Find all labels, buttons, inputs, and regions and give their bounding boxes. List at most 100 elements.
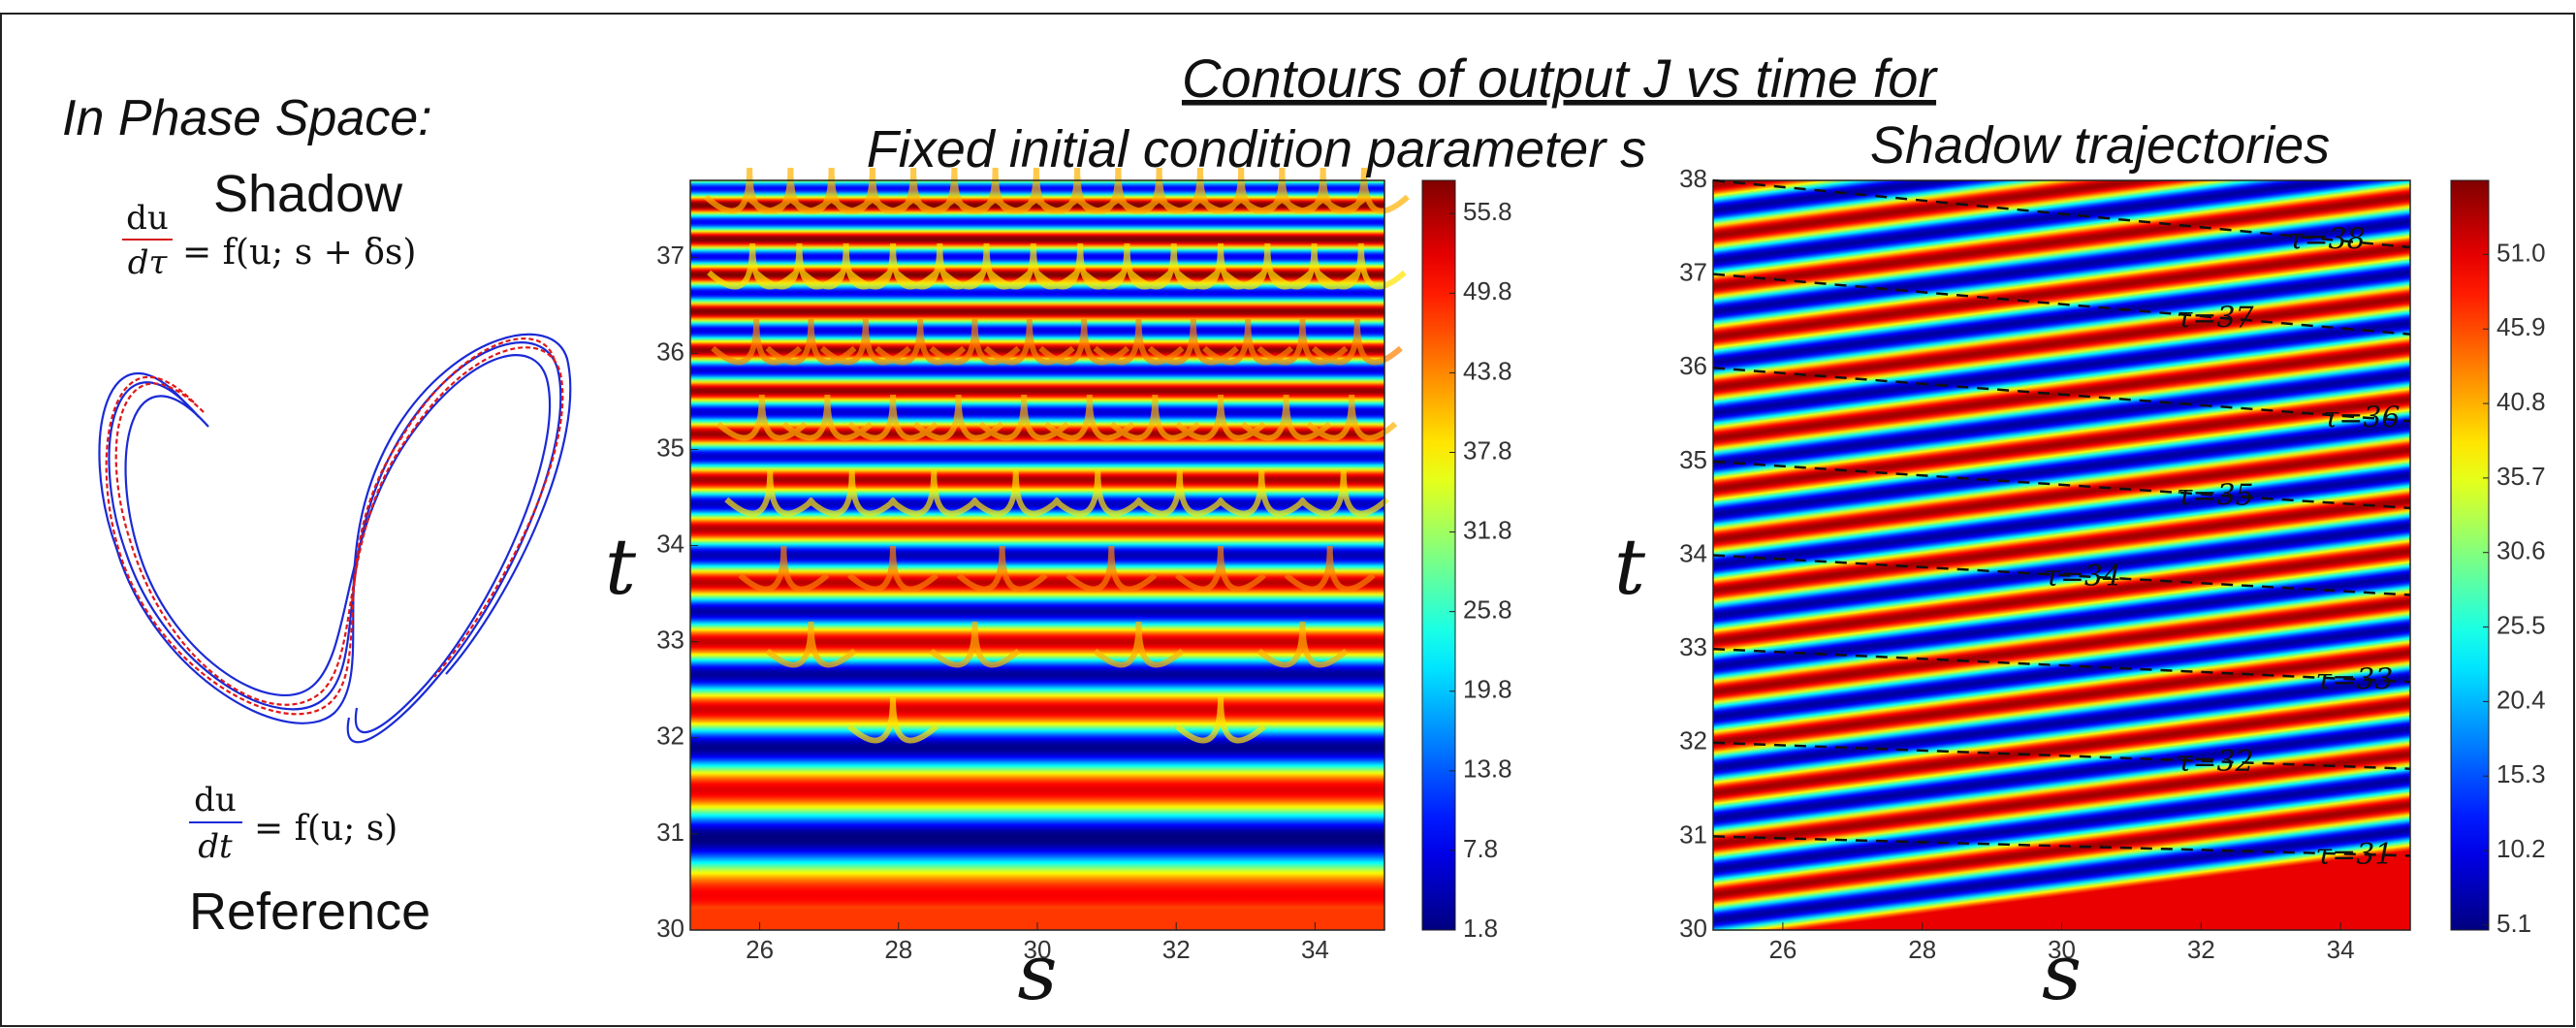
y-tick-label: 36 xyxy=(656,337,684,366)
y-tick-label: 38 xyxy=(1679,164,1707,193)
reference-orbit xyxy=(124,354,552,734)
tau-label: τ=33 xyxy=(2316,662,2394,696)
y-tick-label: 37 xyxy=(1679,258,1707,287)
cusp xyxy=(888,469,980,517)
cusp xyxy=(1093,318,1185,366)
tau-line xyxy=(1712,741,2411,770)
y-tick-label: 30 xyxy=(656,914,684,943)
x-tick-label: 28 xyxy=(884,935,912,964)
cusp xyxy=(847,545,938,593)
cusp xyxy=(1133,469,1225,517)
cusp xyxy=(1147,318,1239,366)
tau-line xyxy=(1712,367,2411,423)
y-tick-label: 30 xyxy=(1679,914,1707,943)
cusp xyxy=(956,545,1048,593)
cusp xyxy=(1306,394,1398,441)
y-tick-label: 35 xyxy=(1679,445,1707,474)
equation-rhs: = f(u; s + δs) xyxy=(182,233,416,273)
numerator: du xyxy=(194,781,237,819)
cusp xyxy=(1038,318,1130,366)
colorbar-tick-label: 25.8 xyxy=(1463,595,1512,625)
y-tick-label: 33 xyxy=(656,626,684,655)
cusp xyxy=(1240,394,1332,441)
tau-label: τ=31 xyxy=(2316,838,2394,872)
reference-orbit xyxy=(98,333,572,724)
colorbar-tick-label: 35.7 xyxy=(2496,462,2546,491)
shadow-equation: Shadow du dτ = f(u; s + δs) xyxy=(122,165,416,282)
reference-orbit xyxy=(108,341,562,744)
tau-line xyxy=(1712,835,2411,857)
colorbar-tick-label: 45.9 xyxy=(2496,312,2546,341)
tau-label: τ=32 xyxy=(2177,745,2254,779)
colorbar-tick-label: 19.8 xyxy=(1463,675,1512,704)
x-tick-label: 34 xyxy=(1301,935,1329,964)
colorbar-tick-label: 43.8 xyxy=(1463,356,1512,385)
cusp xyxy=(847,696,938,744)
cusp xyxy=(1065,545,1158,593)
x-tick-label: 34 xyxy=(2327,935,2355,964)
colorbar-tick-label: 37.8 xyxy=(1463,435,1512,465)
colorbar-tick-label: 10.2 xyxy=(2496,834,2546,863)
cusp xyxy=(847,394,938,441)
tau-line xyxy=(1712,273,2411,336)
cusp xyxy=(1297,469,1389,517)
tau-label: τ=36 xyxy=(2323,401,2401,434)
cusp xyxy=(781,394,874,441)
cusp xyxy=(765,318,857,366)
tau-line xyxy=(1712,647,2411,684)
cusp xyxy=(738,545,830,593)
cusp xyxy=(912,394,1004,441)
y-tick-label: 32 xyxy=(1679,726,1707,755)
y-tick-label: 33 xyxy=(1679,632,1707,661)
contour-panel: Shadow trajectories 26 28 30 32 34 30 31 32 33 34 3… xyxy=(1614,116,2546,1017)
y-tick-label: 37 xyxy=(656,241,684,270)
y-axis-label: t xyxy=(605,522,637,612)
cusp xyxy=(711,318,803,366)
cusp-pattern xyxy=(704,167,1410,744)
cusp xyxy=(1052,469,1144,517)
colorbar-tick-label: 5.1 xyxy=(2496,909,2531,938)
chart-title: Shadow trajectories xyxy=(1870,116,2330,175)
cusp xyxy=(1256,621,1349,668)
cusp xyxy=(1175,696,1266,744)
attractor xyxy=(98,333,572,744)
y-tick-label: 35 xyxy=(656,433,684,462)
cusp xyxy=(1175,394,1266,441)
y-axis-label: t xyxy=(1614,522,1646,612)
cusp xyxy=(724,469,816,517)
cusp xyxy=(1256,318,1349,366)
cusp xyxy=(929,621,1021,668)
colorbar-tick-label: 31.8 xyxy=(1463,515,1512,544)
y-tick-label: 36 xyxy=(1679,351,1707,380)
tau-line xyxy=(1712,178,2411,249)
x-tick-label: 32 xyxy=(2187,935,2215,964)
y-tick-label: 31 xyxy=(1679,819,1707,849)
cusp xyxy=(765,621,857,668)
cusp xyxy=(1043,394,1135,441)
colorbar-tick-label: 1.8 xyxy=(1463,914,1498,943)
cusp xyxy=(970,469,1062,517)
colorbar-tick-label: 20.4 xyxy=(2496,685,2546,714)
shadow-label: Shadow xyxy=(213,165,403,223)
x-tick-label: 26 xyxy=(746,935,774,964)
cusp xyxy=(1175,545,1266,593)
cusp xyxy=(1202,318,1294,366)
denominator: dτ xyxy=(128,243,169,282)
colorbar-tick-label: 49.8 xyxy=(1463,276,1512,305)
cusp xyxy=(819,318,911,366)
colorbar-tick-label: 55.8 xyxy=(1463,197,1512,226)
cusp xyxy=(1216,469,1308,517)
cusp xyxy=(1311,318,1403,366)
cusp xyxy=(978,394,1070,441)
cusp xyxy=(929,318,1021,366)
y-tick-label: 31 xyxy=(656,818,684,847)
colorbar-tick-label: 13.8 xyxy=(1463,755,1512,784)
tau-label: τ=37 xyxy=(2177,301,2255,335)
y-tick-label: 32 xyxy=(656,722,684,751)
colorbar-tick-label: 15.3 xyxy=(2496,759,2546,788)
tau-label: τ=34 xyxy=(2044,560,2121,594)
cusp xyxy=(716,394,808,441)
x-tick-label: 28 xyxy=(1908,935,1936,964)
y-tick-label: 34 xyxy=(656,529,684,558)
slide-border xyxy=(0,13,2575,1027)
